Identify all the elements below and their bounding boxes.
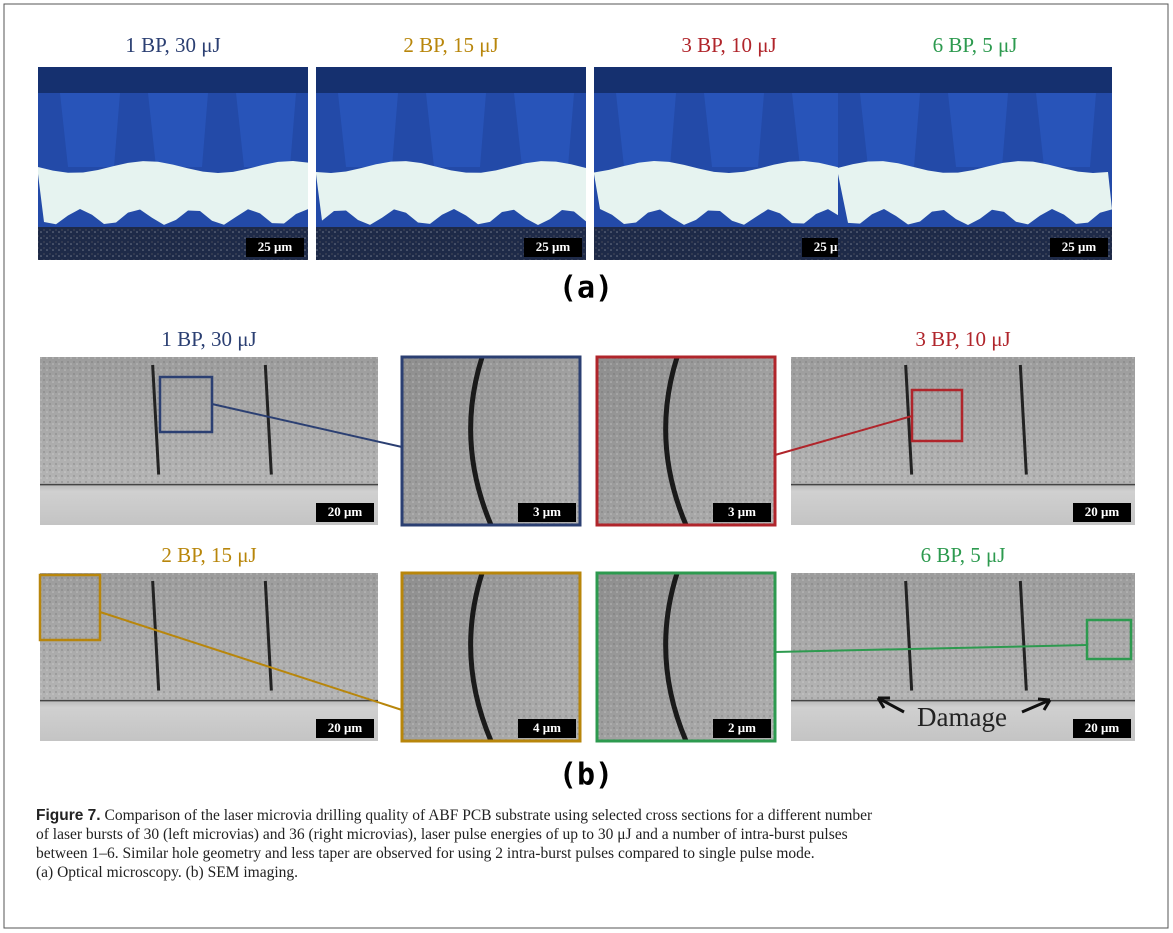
image-title: 6 BP, 5 μJ bbox=[921, 543, 1006, 567]
via bbox=[704, 93, 764, 167]
caption-line: (a) Optical microscopy. (b) SEM imaging. bbox=[36, 863, 1146, 882]
figure-art: 1 BP, 30 μJ 25 μm 2 BP, 15 μJ 25 μm 3 BP, 10… bbox=[0, 0, 1173, 933]
texture bbox=[791, 573, 1135, 699]
caption: Figure 7. Comparison of the laser microv… bbox=[36, 806, 1146, 882]
texture bbox=[597, 357, 775, 525]
image-title: 1 BP, 30 μJ bbox=[161, 327, 256, 351]
via bbox=[338, 93, 398, 167]
optical-top bbox=[316, 67, 586, 93]
caption-text: of laser bursts of 30 (left microvias) a… bbox=[36, 826, 848, 843]
annotation: Damage bbox=[917, 702, 1007, 732]
image-title: 1 BP, 30 μJ bbox=[125, 33, 220, 57]
image-title: 3 BP, 10 μJ bbox=[915, 327, 1010, 351]
scale-bar-label: 25 μm bbox=[536, 239, 571, 254]
optical-top bbox=[594, 67, 864, 93]
scale-bar-label: 20 μm bbox=[1085, 504, 1120, 519]
scale-bar-label: 2 μm bbox=[728, 720, 756, 735]
scale-bar-label: 20 μm bbox=[328, 720, 363, 735]
scale-bar-label: 25 μm bbox=[1062, 239, 1097, 254]
caption-line: Figure 7. Comparison of the laser microv… bbox=[36, 806, 1146, 825]
optical-top bbox=[838, 67, 1112, 93]
via bbox=[236, 93, 296, 167]
via bbox=[948, 93, 1008, 167]
scale-bar-label: 20 μm bbox=[328, 504, 363, 519]
figure: 1 BP, 30 μJ 25 μm 2 BP, 15 μJ 25 μm 3 BP, 10… bbox=[0, 0, 1173, 933]
via bbox=[148, 93, 208, 167]
via bbox=[60, 93, 120, 167]
panel-label: (a) bbox=[559, 271, 613, 306]
caption-text: (a) Optical microscopy. (b) SEM imaging. bbox=[36, 864, 298, 881]
scale-bar-label: 4 μm bbox=[533, 720, 561, 735]
texture bbox=[40, 573, 378, 699]
caption-label: Figure 7. bbox=[36, 807, 101, 824]
image-title: 3 BP, 10 μJ bbox=[681, 33, 776, 57]
optical-top bbox=[38, 67, 308, 93]
scale-bar-label: 25 μm bbox=[258, 239, 293, 254]
via bbox=[1036, 93, 1096, 167]
texture bbox=[402, 573, 580, 741]
texture bbox=[402, 357, 580, 525]
image-title: 6 BP, 5 μJ bbox=[933, 33, 1018, 57]
caption-line: between 1–6. Similar hole geometry and l… bbox=[36, 844, 1146, 863]
image-title: 2 BP, 15 μJ bbox=[161, 543, 256, 567]
via bbox=[860, 93, 920, 167]
via bbox=[426, 93, 486, 167]
panel-label: (b) bbox=[559, 758, 613, 793]
scale-bar-label: 20 μm bbox=[1085, 720, 1120, 735]
scale-bar-label: 3 μm bbox=[533, 504, 561, 519]
image-title: 2 BP, 15 μJ bbox=[403, 33, 498, 57]
texture bbox=[597, 573, 775, 741]
scale-bar-label: 3 μm bbox=[728, 504, 756, 519]
caption-line: of laser bursts of 30 (left microvias) a… bbox=[36, 825, 1146, 844]
caption-text: Comparison of the laser microvia drillin… bbox=[104, 807, 872, 824]
caption-text: between 1–6. Similar hole geometry and l… bbox=[36, 845, 815, 862]
via bbox=[514, 93, 574, 167]
via bbox=[616, 93, 676, 167]
